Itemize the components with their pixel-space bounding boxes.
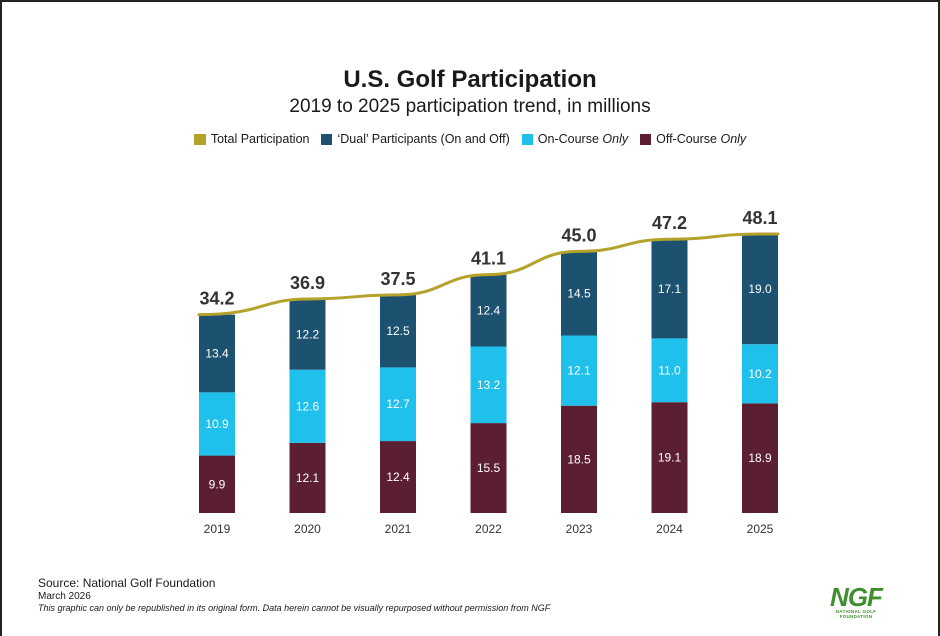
- bar-dual-participants-on-and-off-2021: [380, 294, 416, 368]
- bar-on-course-only-2019: [199, 392, 235, 456]
- bar-dual-participants-on-and-off-2023: [561, 251, 597, 336]
- legend-swatch-total-participation: [193, 133, 206, 145]
- ngf-logo-subtext: NATIONAL GOLF FOUNDATION: [835, 609, 877, 619]
- legend-label-total-participation: Total Participation: [210, 132, 310, 146]
- data-label-on-course-only-2023: 12.1: [567, 364, 591, 378]
- data-label-off-course-only-2023: 18.5: [567, 452, 591, 466]
- bar-off-course-only-2021: [380, 441, 416, 513]
- total-label-2020: 36.9: [290, 273, 325, 293]
- x-tick-label-2019: 2019: [204, 522, 231, 536]
- x-tick-label-2022: 2022: [475, 522, 502, 536]
- bar-off-course-only-2023: [561, 405, 597, 513]
- source-text: Source: National Golf Foundation: [38, 576, 216, 590]
- total-label-2025: 48.1: [742, 208, 777, 228]
- legend-label-dual-participants: ‘Dual’ Participants (On and Off): [337, 132, 510, 146]
- bar-off-course-only-2025: [742, 403, 778, 513]
- data-label-off-course-only-2022: 15.5: [477, 461, 501, 475]
- ngf-logo: NGF NATIONAL GOLF FOUNDATION: [822, 582, 890, 619]
- data-label-dual-participants-on-and-off-2024: 17.1: [658, 282, 682, 296]
- total-label-2022: 41.1: [471, 249, 506, 269]
- data-label-dual-participants-on-and-off-2019: 13.4: [205, 346, 229, 360]
- data-label-off-course-only-2024: 19.1: [658, 451, 682, 465]
- legend-item-dual-participants: ‘Dual’ Participants (On and Off): [321, 132, 510, 146]
- total-participation-line: [197, 232, 780, 317]
- bar-on-course-only-2024: [651, 338, 688, 403]
- x-tick-label-2023: 2023: [566, 522, 593, 536]
- ngf-logo-mark: NGF: [830, 582, 883, 612]
- legend-label-on-course-only: On-Course Only: [537, 132, 629, 146]
- data-label-dual-participants-on-and-off-2022: 12.4: [477, 304, 501, 318]
- date-text: March 2026: [38, 591, 91, 602]
- chart-footer: Source: National Golf Foundation March 2…: [38, 576, 550, 613]
- legend-item-total-participation: Total Participation: [193, 132, 310, 146]
- bar-on-course-only-2021: [380, 367, 416, 442]
- bar-off-course-only-2019: [199, 455, 235, 513]
- data-label-dual-participants-on-and-off-2025: 19.0: [748, 282, 772, 296]
- legend-swatch-off-course-only: [640, 133, 652, 145]
- x-tick-label-2025: 2025: [747, 522, 774, 536]
- data-label-on-course-only-2020: 12.6: [296, 399, 320, 413]
- bar-dual-participants-on-and-off-2022: [470, 274, 507, 347]
- data-label-on-course-only-2019: 10.9: [205, 417, 229, 431]
- bar-dual-participants-on-and-off-2019: [199, 314, 235, 393]
- total-label-2023: 45.0: [561, 225, 596, 245]
- bar-dual-participants-on-and-off-2025: [742, 234, 778, 345]
- bar-dual-participants-on-and-off-2020: [289, 298, 326, 370]
- data-label-dual-participants-on-and-off-2020: 12.2: [296, 327, 320, 341]
- republish-note: This graphic can only be republished in …: [38, 603, 551, 613]
- legend-label-off-course-only: Off-Course Only: [656, 132, 747, 146]
- bar-on-course-only-2025: [742, 344, 778, 404]
- data-label-on-course-only-2025: 10.2: [748, 367, 772, 381]
- legend-swatch-on-course-only: [521, 133, 533, 145]
- chart-subtitle: 2019 to 2025 participation trend, in mil…: [289, 96, 651, 117]
- x-tick-label-2024: 2024: [656, 522, 683, 536]
- chart-title: U.S. Golf Participation: [343, 66, 597, 93]
- bar-off-course-only-2022: [470, 423, 507, 513]
- legend-swatch-dual-participants: [321, 133, 333, 145]
- data-label-on-course-only-2024: 11.0: [658, 363, 681, 377]
- total-label-2024: 47.2: [652, 213, 687, 233]
- data-label-off-course-only-2019: 9.9: [209, 477, 226, 491]
- data-label-off-course-only-2020: 12.1: [296, 471, 320, 485]
- bar-off-course-only-2024: [651, 402, 688, 513]
- total-label-2021: 37.5: [380, 269, 415, 289]
- chart-legend: Total Participation ‘Dual’ Participants …: [0, 132, 940, 146]
- bar-on-course-only-2023: [561, 335, 597, 406]
- x-tick-label-2020: 2020: [294, 522, 321, 536]
- bar-dual-participants-on-and-off-2024: [651, 239, 688, 339]
- bar-on-course-only-2022: [470, 346, 507, 424]
- bar-on-course-only-2020: [289, 369, 326, 443]
- legend-item-on-course-only: On-Course Only: [521, 132, 629, 146]
- data-label-on-course-only-2022: 13.2: [477, 378, 501, 392]
- data-label-off-course-only-2025: 18.9: [748, 451, 772, 465]
- x-tick-label-2021: 2021: [385, 522, 412, 536]
- data-label-dual-participants-on-and-off-2023: 14.5: [567, 286, 591, 300]
- bar-off-course-only-2020: [289, 442, 326, 513]
- data-label-dual-participants-on-and-off-2021: 12.5: [386, 324, 410, 338]
- total-label-2019: 34.2: [199, 289, 234, 309]
- legend-item-off-course-only: Off-Course Only: [640, 132, 746, 146]
- data-label-off-course-only-2021: 12.4: [386, 470, 410, 484]
- data-label-on-course-only-2021: 12.7: [386, 397, 410, 411]
